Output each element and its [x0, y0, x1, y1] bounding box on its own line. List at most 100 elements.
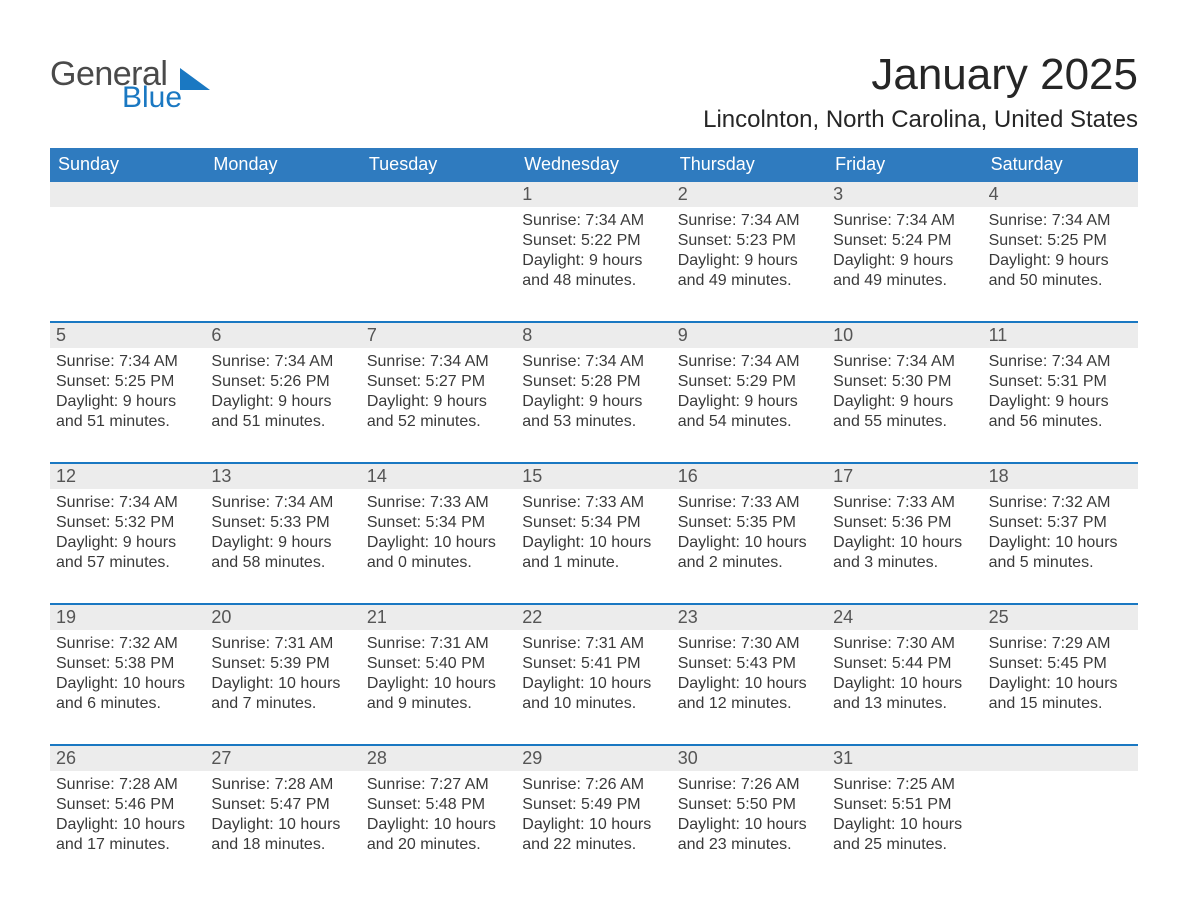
day-number-1: 1	[516, 182, 671, 207]
day-cell-7: Sunrise: 7:34 AMSunset: 5:27 PMDaylight:…	[361, 348, 516, 448]
sunset-label: Sunset:	[367, 514, 426, 531]
day-21-daylight: Daylight: 10 hours and 9 minutes.	[367, 674, 510, 714]
day-20-sunrise: Sunrise: 7:31 AM	[211, 634, 354, 654]
day-20-daylight: Daylight: 10 hours and 7 minutes.	[211, 674, 354, 714]
day-number-29: 29	[516, 746, 671, 771]
sunrise-label: Sunrise:	[989, 635, 1052, 652]
daylight-label: Daylight:	[367, 816, 434, 833]
day-6-sunrise: Sunrise: 7:34 AM	[211, 352, 354, 372]
daynum-strip: 12131415161718	[50, 464, 1138, 489]
day-15-daylight: Daylight: 10 hours and 1 minute.	[522, 533, 665, 573]
day-4-daylight: Daylight: 9 hours and 50 minutes.	[989, 251, 1132, 291]
day-8-daylight: Daylight: 9 hours and 53 minutes.	[522, 392, 665, 432]
day-number-5: 5	[50, 323, 205, 348]
day-number-15: 15	[516, 464, 671, 489]
day-23-sunrise: Sunrise: 7:30 AM	[678, 634, 821, 654]
sunset-label: Sunset:	[678, 373, 737, 390]
day-17-sunset: Sunset: 5:36 PM	[833, 513, 976, 533]
day-cell-18: Sunrise: 7:32 AMSunset: 5:37 PMDaylight:…	[983, 489, 1138, 589]
day-cell-26: Sunrise: 7:28 AMSunset: 5:46 PMDaylight:…	[50, 771, 205, 871]
sunrise-value: 7:29 AM	[1052, 635, 1111, 652]
day-5-sunset: Sunset: 5:25 PM	[56, 372, 199, 392]
sunrise-label: Sunrise:	[211, 353, 274, 370]
day-2-sunrise: Sunrise: 7:34 AM	[678, 211, 821, 231]
sunrise-value: 7:34 AM	[119, 494, 178, 511]
sunset-value: 5:47 PM	[270, 796, 330, 813]
sunrise-value: 7:34 AM	[585, 212, 644, 229]
sunrise-value: 7:33 AM	[430, 494, 489, 511]
day-17-sunrise: Sunrise: 7:33 AM	[833, 493, 976, 513]
sunrise-label: Sunrise:	[56, 494, 119, 511]
day-21-sunrise: Sunrise: 7:31 AM	[367, 634, 510, 654]
day-cell-23: Sunrise: 7:30 AMSunset: 5:43 PMDaylight:…	[672, 630, 827, 730]
sunrise-value: 7:34 AM	[430, 353, 489, 370]
sunset-value: 5:26 PM	[270, 373, 330, 390]
day-22-daylight: Daylight: 10 hours and 10 minutes.	[522, 674, 665, 714]
sunset-label: Sunset:	[678, 655, 737, 672]
sunrise-value: 7:34 AM	[1052, 353, 1111, 370]
sunrise-value: 7:26 AM	[585, 776, 644, 793]
sunrise-value: 7:34 AM	[896, 212, 955, 229]
sunset-label: Sunset:	[211, 796, 270, 813]
sunrise-label: Sunrise:	[833, 635, 896, 652]
day-number-13: 13	[205, 464, 360, 489]
sunset-value: 5:31 PM	[1047, 373, 1107, 390]
week-row: 12131415161718Sunrise: 7:34 AMSunset: 5:…	[50, 462, 1138, 589]
sunset-label: Sunset:	[56, 514, 115, 531]
sunset-value: 5:46 PM	[115, 796, 175, 813]
sunrise-value: 7:34 AM	[896, 353, 955, 370]
day-11-sunset: Sunset: 5:31 PM	[989, 372, 1132, 392]
daylight-label: Daylight:	[989, 534, 1056, 551]
day-18-sunrise: Sunrise: 7:32 AM	[989, 493, 1132, 513]
sunrise-value: 7:30 AM	[896, 635, 955, 652]
day-cell-15: Sunrise: 7:33 AMSunset: 5:34 PMDaylight:…	[516, 489, 671, 589]
sunrise-value: 7:33 AM	[896, 494, 955, 511]
sunset-value: 5:29 PM	[736, 373, 796, 390]
daynum-strip: 567891011	[50, 323, 1138, 348]
day-24-sunset: Sunset: 5:44 PM	[833, 654, 976, 674]
sunset-label: Sunset:	[56, 373, 115, 390]
daylight-label: Daylight:	[678, 675, 745, 692]
week-row: 262728293031 Sunrise: 7:28 AMSunset: 5:4…	[50, 744, 1138, 871]
daylight-label: Daylight:	[833, 816, 900, 833]
daynum-strip: 1234	[50, 182, 1138, 207]
day-15-sunrise: Sunrise: 7:33 AM	[522, 493, 665, 513]
day-number-22: 22	[516, 605, 671, 630]
sunset-label: Sunset:	[211, 373, 270, 390]
day-9-sunrise: Sunrise: 7:34 AM	[678, 352, 821, 372]
day-number-7: 7	[361, 323, 516, 348]
daylight-label: Daylight:	[989, 675, 1056, 692]
sunrise-value: 7:34 AM	[741, 353, 800, 370]
sunset-value: 5:33 PM	[270, 514, 330, 531]
day-4-sunrise: Sunrise: 7:34 AM	[989, 211, 1132, 231]
day-31-daylight: Daylight: 10 hours and 25 minutes.	[833, 815, 976, 855]
sunset-value: 5:36 PM	[892, 514, 952, 531]
day-number-3: 3	[827, 182, 982, 207]
day-cell-empty	[50, 207, 205, 307]
sunset-label: Sunset:	[211, 514, 270, 531]
sunset-label: Sunset:	[678, 796, 737, 813]
sunrise-value: 7:31 AM	[585, 635, 644, 652]
daylight-label: Daylight:	[522, 675, 589, 692]
day-14-sunset: Sunset: 5:34 PM	[367, 513, 510, 533]
day-cell-28: Sunrise: 7:27 AMSunset: 5:48 PMDaylight:…	[361, 771, 516, 871]
sunset-label: Sunset:	[678, 514, 737, 531]
sunrise-label: Sunrise:	[522, 776, 585, 793]
daylight-label: Daylight:	[367, 675, 434, 692]
day-13-sunset: Sunset: 5:33 PM	[211, 513, 354, 533]
logo-word-blue: Blue	[122, 84, 182, 113]
day-cell-empty	[983, 771, 1138, 871]
day-cell-4: Sunrise: 7:34 AMSunset: 5:25 PMDaylight:…	[983, 207, 1138, 307]
sunrise-label: Sunrise:	[522, 212, 585, 229]
day-cell-3: Sunrise: 7:34 AMSunset: 5:24 PMDaylight:…	[827, 207, 982, 307]
day-7-daylight: Daylight: 9 hours and 52 minutes.	[367, 392, 510, 432]
day-cell-22: Sunrise: 7:31 AMSunset: 5:41 PMDaylight:…	[516, 630, 671, 730]
sunrise-label: Sunrise:	[678, 353, 741, 370]
sunset-label: Sunset:	[367, 655, 426, 672]
sunrise-label: Sunrise:	[989, 212, 1052, 229]
day-14-sunrise: Sunrise: 7:33 AM	[367, 493, 510, 513]
sunrise-label: Sunrise:	[211, 776, 274, 793]
day-18-daylight: Daylight: 10 hours and 5 minutes.	[989, 533, 1132, 573]
month-title: January 2025	[703, 50, 1138, 100]
sunset-label: Sunset:	[56, 796, 115, 813]
